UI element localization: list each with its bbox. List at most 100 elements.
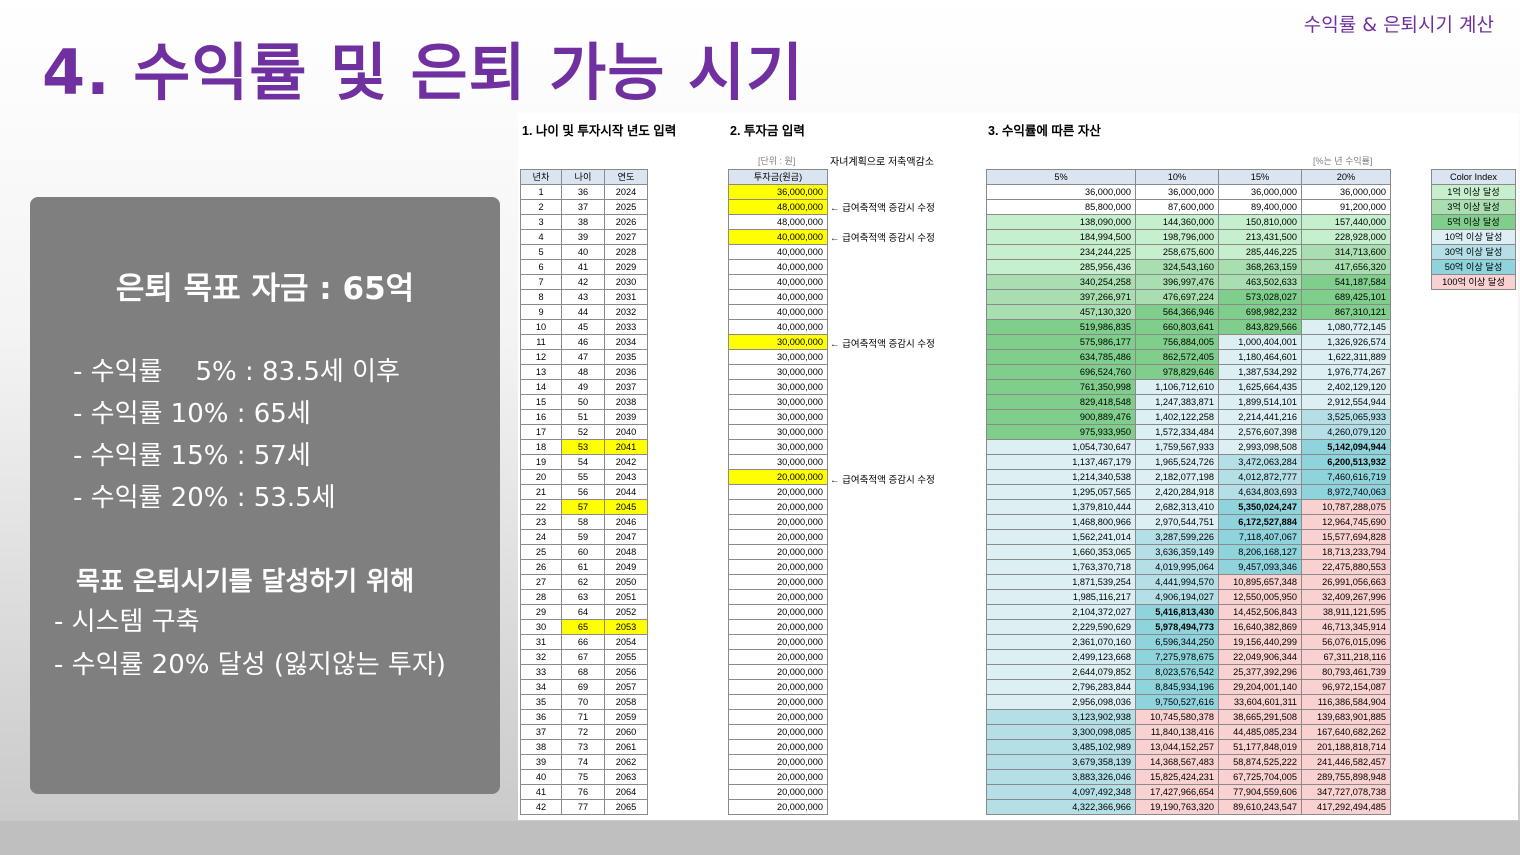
- asset-row: 1,763,370,718 4,019,995,064 9,457,093,346 2…: [986, 559, 1391, 575]
- asset-cell: 9,750,527,616: [1135, 694, 1219, 710]
- asset-cell: 1,137,467,179: [986, 454, 1136, 470]
- investment-cell[interactable]: 20,000,000: [728, 664, 828, 680]
- asset-cell: 829,418,548: [986, 394, 1136, 410]
- investment-cell[interactable]: 20,000,000: [728, 484, 828, 500]
- investment-row: 20,000,000: [728, 514, 828, 530]
- retirement-goal: 은퇴 목표 자금 : 65억: [115, 271, 415, 307]
- investment-cell[interactable]: 30,000,000: [728, 409, 828, 425]
- investment-cell[interactable]: 20,000,000: [728, 469, 828, 485]
- header-rate-20: 20%: [1301, 169, 1391, 185]
- investment-cell[interactable]: 20,000,000: [728, 784, 828, 800]
- asset-cell: 1,000,404,001: [1218, 334, 1302, 350]
- color-index-title: Color Index: [1431, 169, 1516, 185]
- investment-cell[interactable]: 40,000,000: [728, 229, 828, 245]
- investment-cell[interactable]: 40,000,000: [728, 289, 828, 305]
- investment-cell[interactable]: 20,000,000: [728, 709, 828, 725]
- investment-cell[interactable]: 30,000,000: [728, 394, 828, 410]
- year-cell: 2062: [604, 754, 648, 770]
- investment-cell[interactable]: 20,000,000: [728, 799, 828, 815]
- investment-cell[interactable]: 20,000,000: [728, 619, 828, 635]
- asset-cell: 2,956,098,036: [986, 694, 1136, 710]
- asset-cell: 8,023,576,542: [1135, 664, 1219, 680]
- asset-row: 2,361,070,160 6,596,344,250 19,156,440,299…: [986, 634, 1391, 650]
- asset-cell: 8,845,934,196: [1135, 679, 1219, 695]
- age-cell: 51: [561, 409, 605, 425]
- age-cell: 76: [561, 784, 605, 800]
- asset-cell: 58,874,525,222: [1218, 754, 1302, 770]
- investment-cell[interactable]: 20,000,000: [728, 694, 828, 710]
- investment-cell[interactable]: 48,000,000: [728, 214, 828, 230]
- age-cell: 65: [561, 619, 605, 635]
- year-cell: 2024: [604, 184, 648, 200]
- year-index-cell: 1: [520, 184, 562, 200]
- asset-cell: 2,402,129,120: [1301, 379, 1391, 395]
- investment-cell[interactable]: 20,000,000: [728, 754, 828, 770]
- asset-cell: 3,472,063,284: [1218, 454, 1302, 470]
- investment-cell[interactable]: 20,000,000: [728, 589, 828, 605]
- asset-cell: 843,829,566: [1218, 319, 1302, 335]
- investment-cell[interactable]: 30,000,000: [728, 439, 828, 455]
- investment-cell[interactable]: 20,000,000: [728, 679, 828, 695]
- investment-cell[interactable]: 20,000,000: [728, 724, 828, 740]
- asset-cell: 77,904,559,606: [1218, 784, 1302, 800]
- investment-cell[interactable]: 20,000,000: [728, 574, 828, 590]
- investment-cell[interactable]: 30,000,000: [728, 454, 828, 470]
- header-rate-10: 10%: [1135, 169, 1219, 185]
- asset-cell: 1,572,334,484: [1135, 424, 1219, 440]
- investment-cell[interactable]: 30,000,000: [728, 334, 828, 350]
- investment-cell[interactable]: 40,000,000: [728, 274, 828, 290]
- investment-cell[interactable]: 40,000,000: [728, 304, 828, 320]
- investment-cell[interactable]: 36,000,000: [728, 184, 828, 200]
- year-cell: 2029: [604, 259, 648, 275]
- investment-cell[interactable]: 20,000,000: [728, 739, 828, 755]
- investment-cell[interactable]: 48,000,000: [728, 199, 828, 215]
- asset-cell: 4,322,366,966: [986, 799, 1136, 815]
- year-cell: 2042: [604, 454, 648, 470]
- investment-cell[interactable]: 20,000,000: [728, 529, 828, 545]
- investment-row: 20,000,000: [728, 724, 828, 740]
- asset-cell: 36,000,000: [1301, 184, 1391, 200]
- investment-row: 20,000,000: [728, 469, 828, 485]
- asset-cell: 575,986,177: [986, 334, 1136, 350]
- investment-row: 20,000,000: [728, 754, 828, 770]
- investment-cell[interactable]: 30,000,000: [728, 349, 828, 365]
- asset-cell: 900,889,476: [986, 409, 1136, 425]
- investment-cell[interactable]: 20,000,000: [728, 499, 828, 515]
- investment-cell[interactable]: 40,000,000: [728, 259, 828, 275]
- rate-line: - 수익률 5% : 83.5세 이후: [73, 357, 400, 387]
- investment-cell[interactable]: 40,000,000: [728, 244, 828, 260]
- asset-row: 1,985,116,217 4,906,194,027 12,550,005,950…: [986, 589, 1391, 605]
- investment-cell[interactable]: 20,000,000: [728, 769, 828, 785]
- investment-cell[interactable]: 30,000,000: [728, 364, 828, 380]
- plan-note: 자녀계획으로 저축액감소: [830, 157, 934, 168]
- age-cell: 38: [561, 214, 605, 230]
- age-row: 31 66 2054: [520, 634, 648, 650]
- asset-cell: 1,468,800,966: [986, 514, 1136, 530]
- asset-cell: 1,871,539,254: [986, 574, 1136, 590]
- investment-cell[interactable]: 20,000,000: [728, 634, 828, 650]
- investment-cell[interactable]: 20,000,000: [728, 514, 828, 530]
- investment-row: 40,000,000: [728, 244, 828, 260]
- investment-cell[interactable]: 20,000,000: [728, 559, 828, 575]
- year-index-cell: 33: [520, 664, 562, 680]
- asset-cell: 2,361,070,160: [986, 634, 1136, 650]
- asset-cell: 2,214,441,216: [1218, 409, 1302, 425]
- investment-cell[interactable]: 20,000,000: [728, 604, 828, 620]
- header-rate-15: 15%: [1218, 169, 1302, 185]
- year-index-cell: 6: [520, 259, 562, 275]
- investment-row: 20,000,000: [728, 799, 828, 815]
- investment-row: 30,000,000: [728, 439, 828, 455]
- investment-cell[interactable]: 20,000,000: [728, 544, 828, 560]
- color-index-item: 10억 이상 달성: [1431, 229, 1516, 245]
- age-row: 32 67 2055: [520, 649, 648, 665]
- year-index-cell: 25: [520, 544, 562, 560]
- investment-cell[interactable]: 40,000,000: [728, 319, 828, 335]
- year-index-cell: 23: [520, 514, 562, 530]
- asset-cell: 1,054,730,647: [986, 439, 1136, 455]
- asset-cell: 167,640,682,262: [1301, 724, 1391, 740]
- investment-cell[interactable]: 30,000,000: [728, 379, 828, 395]
- asset-cell: 89,400,000: [1218, 199, 1302, 215]
- investment-cell[interactable]: 30,000,000: [728, 424, 828, 440]
- investment-cell[interactable]: 20,000,000: [728, 649, 828, 665]
- age-cell: 60: [561, 544, 605, 560]
